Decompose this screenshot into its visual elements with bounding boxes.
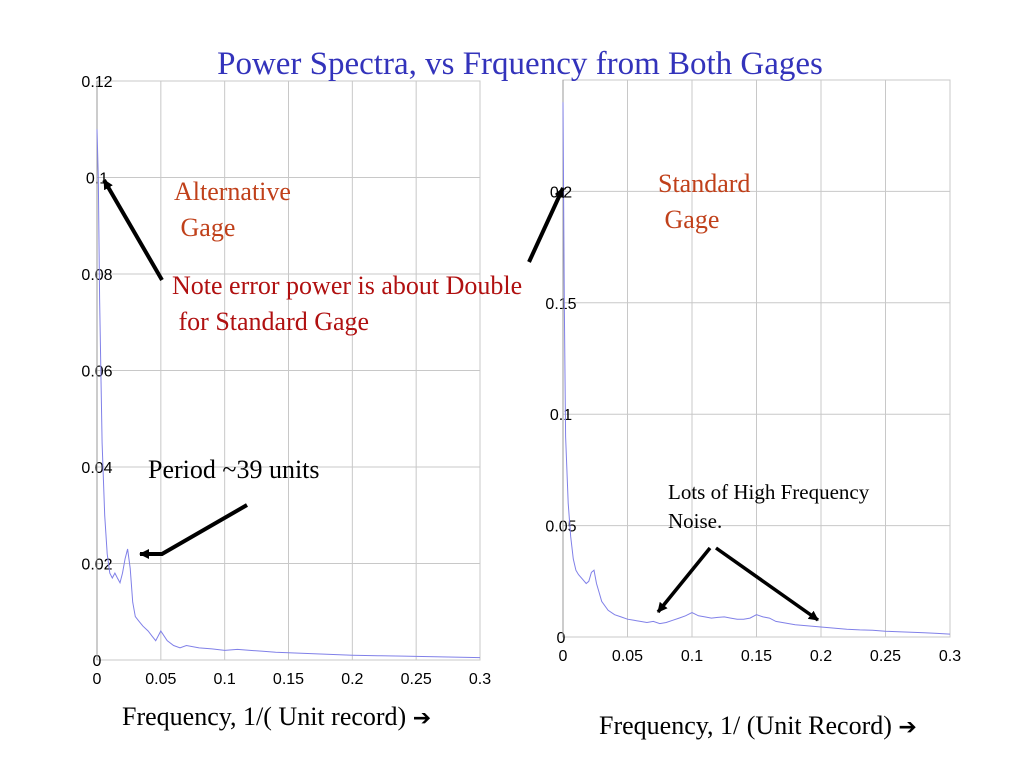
alternative-gage-label: Alternative Gage (174, 177, 291, 242)
period-annotation: Period ~39 units (148, 455, 320, 484)
error-power-note: Note error power is about Double for Sta… (172, 271, 523, 336)
arrow-to-right-peak (527, 187, 565, 263)
standard-gage-x-tick-label: 0.3 (939, 648, 961, 665)
standard-gage-x-tick-label: 0.15 (741, 648, 772, 665)
arrow-to-left-peak (102, 178, 164, 282)
standard-gage-y-tick-label: 0 (557, 630, 566, 647)
left-x-axis-label: Frequency, 1/( Unit record) ➔ (122, 702, 431, 732)
slide-title: Power Spectra, vs Frquency from Both Gag… (217, 46, 823, 82)
arrow-to-period-bump (139, 503, 248, 559)
standard-gage-label: Standard Gage (658, 169, 751, 234)
high-frequency-noise-annotation: Lots of High Frequency Noise. (668, 480, 870, 533)
alternative-gage-x-tick-label: 0.1 (214, 671, 236, 688)
standard-gage-x-tick-label: 0.25 (870, 648, 901, 665)
annotation-arrows (102, 178, 820, 622)
right-arrow-icon: ➔ (898, 715, 917, 740)
standard-gage-x-tick-label: 0.05 (612, 648, 643, 665)
standard-gage-y-tick-label: 0.1 (550, 407, 572, 424)
standard-gage-spectrum-line (562, 102, 951, 635)
alternative-gage-x-tick-label: 0 (93, 671, 102, 688)
standard-gage-plot: 00.050.10.150.20.250.300.050.10.150.2 (545, 79, 961, 665)
right-x-axis-label-text: Frequency, 1/ (Unit Record) (599, 711, 892, 740)
alternative-gage-x-tick-label: 0.15 (273, 671, 304, 688)
standard-gage-x-tick-label: 0 (559, 648, 568, 665)
alternative-gage-x-tick-label: 0.25 (401, 671, 432, 688)
arrow-to-noise-right (714, 546, 820, 622)
right-x-axis-label: Frequency, 1/ (Unit Record) ➔ (599, 711, 917, 741)
standard-gage-x-tick-label: 0.2 (810, 648, 832, 665)
standard-gage-x-tick-label: 0.1 (681, 648, 703, 665)
alternative-gage-plot: 0 0.05 0.1 0.15 0.2 0.25 0.300.020.040.060.080… (81, 74, 491, 688)
alternative-gage-spectrum-line (96, 129, 481, 659)
alternative-gage-y-tick-label: 0 (93, 653, 102, 670)
arrow-to-noise-left (656, 546, 712, 614)
alternative-gage-x-tick-label: 0.05 (145, 671, 176, 688)
alternative-gage-x-tick-label: 0.2 (341, 671, 363, 688)
standard-gage-y-tick-label: 0.15 (545, 296, 576, 313)
standard-gage-y-tick-label: 0.05 (545, 519, 576, 536)
alternative-gage-x-tick-label: 0.3 (469, 671, 491, 688)
left-x-axis-label-text: Frequency, 1/( Unit record) (122, 702, 407, 731)
right-arrow-icon: ➔ (412, 706, 432, 731)
